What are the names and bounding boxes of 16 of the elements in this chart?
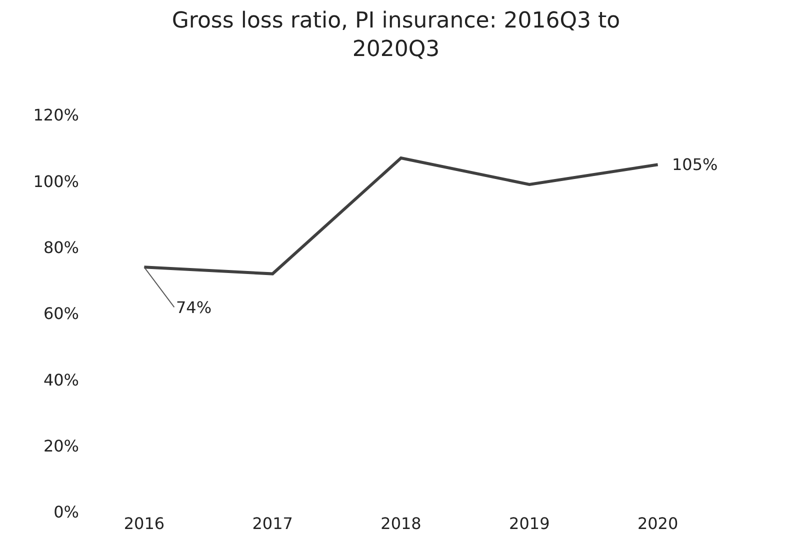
y-tick-label: 20% (43, 436, 79, 456)
y-tick-label: 60% (43, 304, 79, 324)
x-tick-label: 2018 (380, 514, 422, 533)
x-tick-label: 2016 (124, 514, 165, 533)
data-label: 105% (672, 155, 718, 174)
data-label: 74% (176, 298, 212, 317)
y-tick-label: 40% (43, 370, 79, 390)
x-tick-label: 2020 (637, 514, 678, 533)
y-tick-label: 120% (33, 106, 79, 125)
x-tick-label: 2019 (509, 514, 550, 533)
x-tick-label: 2017 (252, 514, 293, 533)
y-tick-label: 0% (54, 502, 79, 522)
y-tick-label: 80% (43, 238, 79, 257)
chart-title: Gross loss ratio, PI insurance: 2016Q3 to 2020Q3 (172, 8, 620, 62)
line-series (142, 156, 660, 276)
y-tick-label: 100% (33, 172, 79, 191)
